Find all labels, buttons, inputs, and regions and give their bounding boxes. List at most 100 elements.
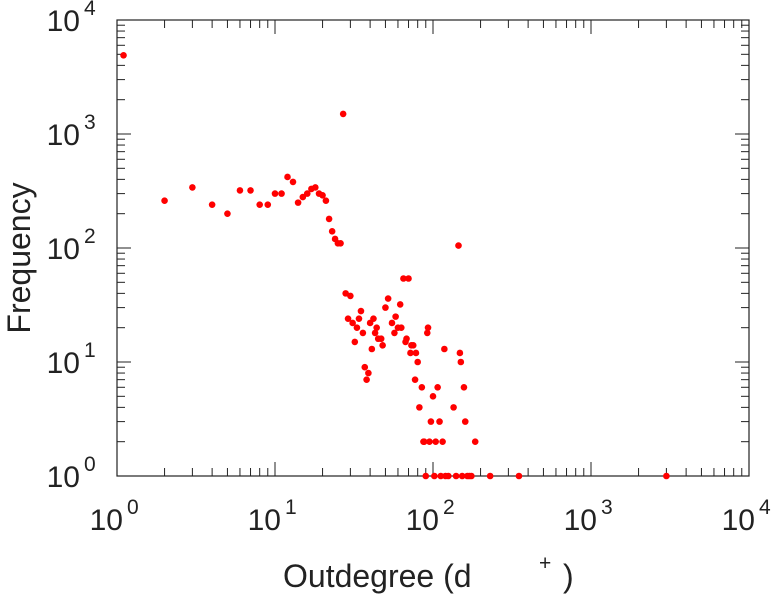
- y-tick-label-3: 10 3: [47, 111, 96, 152]
- data-point: [368, 345, 376, 353]
- data-point: [303, 190, 311, 197]
- data-point: [278, 190, 285, 197]
- data-point: [294, 199, 302, 206]
- data-point: [405, 275, 412, 282]
- data-point: [312, 184, 319, 191]
- data-point: [384, 295, 392, 302]
- data-point: [460, 383, 468, 391]
- data-point: [361, 363, 369, 371]
- x-tick-label-1: 10 1: [248, 496, 297, 537]
- data-point: [355, 315, 363, 322]
- data-point: [409, 342, 417, 349]
- data-point: [264, 201, 272, 208]
- data-point: [322, 197, 330, 204]
- data-point: [515, 472, 523, 480]
- data-point: [400, 275, 407, 282]
- data-point: [289, 178, 297, 186]
- data-point: [412, 349, 420, 357]
- data-point: [379, 342, 386, 349]
- data-point: [422, 472, 430, 480]
- data-point: [391, 329, 398, 337]
- data-point: [426, 438, 433, 445]
- data-point: [224, 210, 231, 217]
- data-point: [347, 292, 354, 300]
- data-point: [450, 404, 457, 411]
- data-points: [120, 52, 670, 480]
- data-point: [392, 313, 399, 320]
- data-point: [388, 319, 396, 327]
- data-point: [247, 187, 254, 194]
- x-tick-label-2: 10 2: [406, 496, 455, 537]
- y-tick-label-2-base: 10: [47, 233, 80, 266]
- y-tick-label-0-exp: 0: [84, 453, 96, 476]
- x-tick-label-4: 10 4: [722, 496, 771, 537]
- x-axis-title-close: ): [563, 558, 574, 594]
- data-point: [424, 324, 432, 331]
- y-tick-label-2: 10 2: [47, 225, 96, 266]
- data-point: [271, 190, 279, 197]
- x-axis-title: Outdegree (d: [283, 558, 472, 594]
- data-point: [486, 472, 494, 480]
- data-point: [357, 307, 365, 315]
- y-tick-label-0: 10 0: [47, 453, 96, 494]
- data-point: [436, 418, 443, 425]
- y-tick-label-4-base: 10: [47, 5, 80, 38]
- y-tick-label-4-exp: 4: [84, 0, 96, 20]
- data-point: [377, 335, 385, 343]
- y-tick-label-4: 10 4: [47, 0, 96, 38]
- y-tick-label-1-exp: 1: [84, 339, 96, 362]
- data-point: [161, 197, 168, 204]
- data-point: [452, 472, 460, 480]
- y-tick-label-1-base: 10: [47, 347, 80, 380]
- data-point: [339, 110, 347, 118]
- y-tick-label-3-base: 10: [47, 119, 80, 152]
- data-point: [471, 438, 479, 445]
- data-point: [432, 438, 439, 445]
- data-point: [418, 383, 426, 391]
- x-tick-label-4-exp: 4: [759, 496, 771, 519]
- data-point: [456, 349, 464, 357]
- data-point: [319, 191, 326, 199]
- data-point: [437, 472, 445, 480]
- data-point: [256, 201, 263, 208]
- data-point: [382, 304, 389, 311]
- data-point: [370, 315, 377, 322]
- data-point: [434, 383, 441, 391]
- data-point: [468, 472, 475, 480]
- y-tick-label-0-base: 10: [47, 461, 80, 494]
- data-point: [455, 242, 462, 249]
- x-tick-label-0: 10 0: [90, 496, 139, 537]
- data-point: [365, 369, 372, 377]
- y-tick-label-2-exp: 2: [84, 225, 96, 248]
- data-point: [457, 358, 465, 366]
- data-point: [403, 335, 410, 343]
- data-point: [353, 324, 361, 331]
- data-point: [363, 376, 370, 383]
- data-point: [429, 393, 437, 400]
- data-point: [423, 329, 431, 337]
- data-point: [189, 184, 196, 191]
- data-point: [431, 472, 438, 480]
- data-point: [359, 329, 367, 337]
- data-point: [663, 472, 670, 480]
- data-point: [208, 201, 216, 208]
- data-point: [445, 472, 452, 480]
- data-point: [349, 319, 356, 327]
- data-point: [351, 338, 359, 346]
- y-tick-label-1: 10 1: [47, 339, 96, 380]
- y-tick-label-3-exp: 3: [84, 111, 96, 134]
- x-tick-label-0-exp: 0: [127, 496, 139, 519]
- y-axis-title: Frequency: [1, 182, 37, 333]
- x-tick-label-1-base: 10: [248, 504, 281, 537]
- data-point: [461, 418, 469, 425]
- data-point: [414, 358, 421, 366]
- x-tick-label-2-exp: 2: [443, 496, 455, 519]
- data-point: [284, 173, 291, 181]
- data-point: [328, 228, 336, 235]
- x-tick-label-3-base: 10: [564, 504, 597, 537]
- data-point: [416, 404, 423, 411]
- data-point: [373, 324, 380, 331]
- data-point: [439, 438, 446, 445]
- data-point: [397, 324, 405, 331]
